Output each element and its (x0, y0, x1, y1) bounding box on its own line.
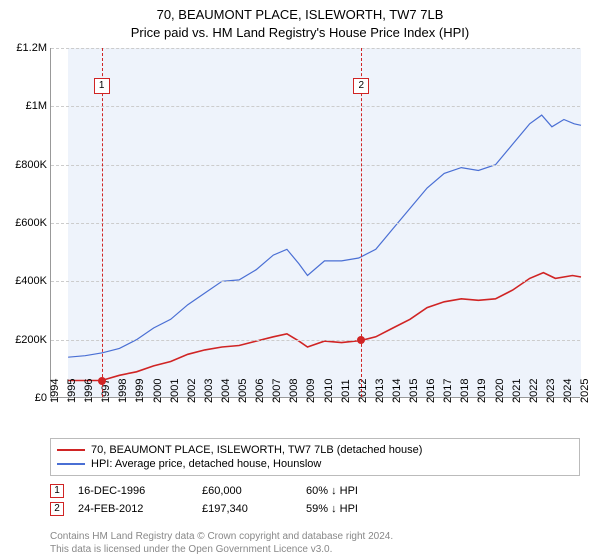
sale-date: 16-DEC-1996 (78, 485, 188, 497)
x-tick-label: 2008 (288, 391, 300, 403)
x-tick-label: 2002 (186, 391, 198, 403)
x-tick-label: 2006 (254, 391, 266, 403)
y-gridline (51, 48, 580, 49)
title-line-1: 70, BEAUMONT PLACE, ISLEWORTH, TW7 7LB (0, 6, 600, 24)
x-tick-label: 2016 (425, 391, 437, 403)
x-tick-label: 2024 (562, 391, 574, 403)
x-tick-label: 2000 (152, 391, 164, 403)
y-tick-label: £400K (3, 275, 47, 287)
x-tick-label: 2012 (357, 391, 369, 403)
x-tick-label: 1994 (49, 391, 61, 403)
y-tick-label: £1.2M (3, 42, 47, 54)
x-tick-label: 2011 (340, 391, 352, 403)
chart-area: £0£200K£400K£600K£800K£1M£1.2M1994199519… (50, 48, 580, 398)
sale-marker: 1 (50, 484, 64, 498)
x-tick-label: 2013 (374, 391, 386, 403)
y-tick-label: £1M (3, 100, 47, 112)
legend-swatch (57, 449, 85, 451)
legend-row: 70, BEAUMONT PLACE, ISLEWORTH, TW7 7LB (… (57, 443, 573, 457)
footer-attribution: Contains HM Land Registry data © Crown c… (50, 531, 580, 556)
y-tick-label: £200K (3, 334, 47, 346)
legend: 70, BEAUMONT PLACE, ISLEWORTH, TW7 7LB (… (50, 438, 580, 476)
sale-delta: 59% ↓ HPI (306, 503, 358, 515)
series-hpi (68, 115, 581, 357)
title-line-2: Price paid vs. HM Land Registry's House … (0, 24, 600, 42)
sales-list: 1 16-DEC-1996 £60,000 60% ↓ HPI 2 24-FEB-2012… (50, 482, 580, 518)
sale-price: £197,340 (202, 503, 292, 515)
footer-line-2: This data is licensed under the Open Gov… (50, 544, 580, 557)
y-gridline (51, 340, 580, 341)
x-tick-label: 2003 (203, 391, 215, 403)
y-gridline (51, 106, 580, 107)
y-gridline (51, 165, 580, 166)
x-tick-label: 2009 (305, 391, 317, 403)
sale-price: £60,000 (202, 485, 292, 497)
y-tick-label: £600K (3, 217, 47, 229)
y-tick-label: £800K (3, 159, 47, 171)
x-tick-label: 2014 (391, 391, 403, 403)
x-tick-label: 2021 (511, 391, 523, 403)
x-tick-label: 2015 (408, 391, 420, 403)
y-gridline (51, 281, 580, 282)
sale-date: 24-FEB-2012 (78, 503, 188, 515)
chart-title-block: 70, BEAUMONT PLACE, ISLEWORTH, TW7 7LB P… (0, 0, 600, 41)
sale-delta: 60% ↓ HPI (306, 485, 358, 497)
x-tick-label: 2023 (545, 391, 557, 403)
x-tick-label: 2004 (220, 391, 232, 403)
event-marker: 2 (353, 78, 369, 94)
legend-label: HPI: Average price, detached house, Houn… (91, 458, 321, 470)
event-marker: 1 (94, 78, 110, 94)
x-tick-label: 1999 (134, 391, 146, 403)
plot-region: £0£200K£400K£600K£800K£1M£1.2M1994199519… (50, 48, 580, 398)
sale-row: 1 16-DEC-1996 £60,000 60% ↓ HPI (50, 482, 580, 500)
sale-row: 2 24-FEB-2012 £197,340 59% ↓ HPI (50, 500, 580, 518)
y-tick-label: £0 (3, 392, 47, 404)
x-tick-label: 1995 (66, 391, 78, 403)
sale-marker: 2 (50, 502, 64, 516)
x-tick-label: 2019 (476, 391, 488, 403)
x-tick-label: 2017 (442, 391, 454, 403)
y-gridline (51, 223, 580, 224)
series-property (68, 273, 581, 381)
x-tick-label: 2005 (237, 391, 249, 403)
sale-dot (357, 336, 365, 344)
x-tick-label: 2018 (459, 391, 471, 403)
x-tick-label: 1996 (83, 391, 95, 403)
x-tick-label: 1998 (117, 391, 129, 403)
event-line (361, 48, 362, 397)
x-tick-label: 2007 (271, 391, 283, 403)
sale-dot (98, 377, 106, 385)
x-tick-label: 2020 (494, 391, 506, 403)
x-tick-label: 2025 (579, 391, 591, 403)
x-tick-label: 2022 (528, 391, 540, 403)
x-tick-label: 2010 (323, 391, 335, 403)
legend-row: HPI: Average price, detached house, Houn… (57, 457, 573, 471)
event-line (102, 48, 103, 397)
legend-label: 70, BEAUMONT PLACE, ISLEWORTH, TW7 7LB (… (91, 444, 422, 456)
legend-swatch (57, 463, 85, 465)
footer-line-1: Contains HM Land Registry data © Crown c… (50, 531, 580, 544)
x-tick-label: 2001 (169, 391, 181, 403)
